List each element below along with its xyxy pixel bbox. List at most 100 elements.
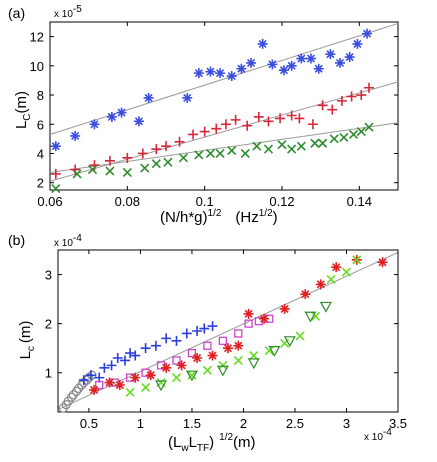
data-point-plus [161,141,171,152]
data-point-cross [311,311,321,321]
data-point-plus [286,110,297,121]
data-point-plus [192,326,203,336]
x-tick-label: 3 [343,416,350,431]
data-point-asterisk [233,340,244,351]
data-point-plus [317,100,328,111]
data-point-asterisk [176,360,187,371]
panel-a-x-axis-label: (N/h*g)1/2 (Hz1/2) [160,208,278,226]
data-point-asterisk [106,111,117,122]
data-point-cross [341,267,352,277]
data-point-asterisk [116,107,127,118]
data-point-cross [287,144,297,154]
x-tick-label: 0.08 [115,194,140,209]
data-point-plus [346,91,357,102]
data-point-cross [105,166,115,176]
fit-line [49,22,399,135]
data-point-asterisk [236,63,247,74]
data-point-asterisk [133,116,144,127]
data-point-triangle-down [319,301,332,313]
panel-b-x-axis-label: (LwLTF) 1/2(m) [168,432,256,454]
panel-a-markers [50,28,374,194]
x-tick-label: 0.12 [269,194,294,209]
data-point-cross [163,157,173,167]
data-point-asterisk [286,60,297,71]
data-point-cross [122,167,132,178]
data-point-cross [87,164,98,175]
data-point-circle [71,386,82,396]
data-point-plus [356,90,367,101]
data-point-plus [122,152,133,163]
data-point-square [187,348,197,358]
panel-a-y-exponent: x 10-5 [54,4,82,20]
data-point-cross [218,360,228,370]
data-point-cross [318,138,328,148]
data-point-plus [220,119,231,130]
data-point-plus [106,360,117,371]
x-tick-label: 0.14 [347,194,372,209]
data-point-asterisk [300,289,311,300]
panel-a-y-axis-label: LC(m) [13,91,33,129]
data-point-plus [85,370,96,381]
panel-b-fit-line [57,252,399,410]
x-tick-label: 0.1 [196,194,214,209]
data-point-asterisk [313,63,324,74]
data-point-triangle-down [268,346,281,357]
x-tick-label: 2.5 [286,416,304,431]
data-point-cross [125,387,135,397]
data-point-asterisk [143,92,154,103]
chart-panel-a: (a) x 10-5 0.06 0.08 0.1 0.12 0.14 2 4 6 8 10 12 L… [8,4,399,226]
y-tick-label: 1 [45,366,52,381]
panel-a-fit-lines [49,22,399,182]
data-point-cross [240,148,250,159]
panel-b-y-exponent: x 10-4 [54,233,82,249]
data-point-plus [230,114,241,125]
data-point-plus [104,155,115,166]
data-point-plus [242,120,253,131]
x-tick-label: 0.5 [80,416,98,431]
data-point-asterisk [226,71,237,82]
data-point-plus [364,82,374,93]
data-point-cross [141,382,151,393]
data-point-cross [194,150,204,160]
data-point-circle [84,373,94,383]
data-point-asterisk [344,52,355,63]
y-tick-label: 10 [30,59,44,74]
data-point-cross [233,355,243,366]
data-point-circle [66,392,76,402]
data-point-plus [336,95,347,106]
data-point-plus [199,126,210,137]
data-point-plus [140,343,151,354]
fit-line [49,81,399,182]
data-point-asterisk [243,308,254,319]
data-point-cross [310,138,320,148]
data-point-cross [215,148,225,159]
data-point-plus [50,168,61,179]
data-point-asterisk [259,313,270,324]
data-point-asterisk [50,141,61,152]
data-point-square [234,329,243,338]
data-point-asterisk [193,68,204,79]
panel-b-ticks: 0.5 1 1.5 2 2.5 3 3.5 1 2 3 [45,250,407,431]
panel-a-axes-box [49,21,399,191]
data-point-cross [296,141,306,151]
data-point-asterisk [182,92,193,103]
chart-panel-b: (b) x 10-4 x 10-4 0.5 1 1.5 2 2.5 3 3.5 1 2 3 Lc(… [8,232,407,454]
y-tick-label: 8 [37,88,44,103]
data-point-cross [151,159,161,169]
data-point-cross [295,331,305,341]
x-tick-label: 0.06 [37,194,62,209]
panel-a-label: (a) [8,5,25,21]
data-point-triangle-down [304,311,317,323]
data-point-cross [329,134,339,144]
data-point-plus [137,148,148,159]
data-point-asterisk [223,343,233,354]
data-point-cross [264,346,274,356]
data-point-triangle-down [247,358,260,370]
data-point-plus [171,335,182,346]
y-tick-label: 6 [37,117,44,132]
data-point-plus [119,355,130,366]
data-point-cross [364,122,374,132]
y-tick-label: 12 [30,30,44,45]
data-point-cross [187,370,197,380]
data-point-plus [150,340,161,351]
